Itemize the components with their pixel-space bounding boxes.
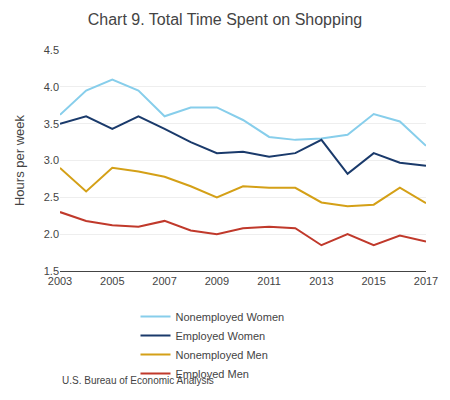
svg-text:Chart 9. Total Time Spent on S: Chart 9. Total Time Spent on Shopping [88,11,363,28]
svg-text:2011: 2011 [257,275,281,287]
svg-text:4.5: 4.5 [44,44,59,56]
svg-text:2017: 2017 [414,275,438,287]
svg-text:2003: 2003 [48,275,72,287]
svg-text:Hours per week: Hours per week [12,114,27,206]
svg-text:U.S. Bureau of Economic Analys: U.S. Bureau of Economic Analysis [62,375,214,386]
svg-text:2013: 2013 [309,275,333,287]
svg-text:2.0: 2.0 [44,228,59,240]
svg-text:2015: 2015 [361,275,385,287]
svg-text:2005: 2005 [100,275,124,287]
svg-text:3.0: 3.0 [44,154,59,166]
svg-text:Nonemployed Men: Nonemployed Men [176,349,268,361]
svg-text:3.5: 3.5 [44,118,59,130]
svg-text:2.5: 2.5 [44,191,59,203]
svg-text:2009: 2009 [205,275,229,287]
svg-text:Employed Women: Employed Women [176,330,266,342]
svg-text:2007: 2007 [152,275,176,287]
svg-text:Employed Men: Employed Men [176,368,249,380]
svg-text:1.5: 1.5 [44,265,59,277]
svg-text:Nonemployed Women: Nonemployed Women [176,311,285,323]
svg-text:4.0: 4.0 [44,81,59,93]
